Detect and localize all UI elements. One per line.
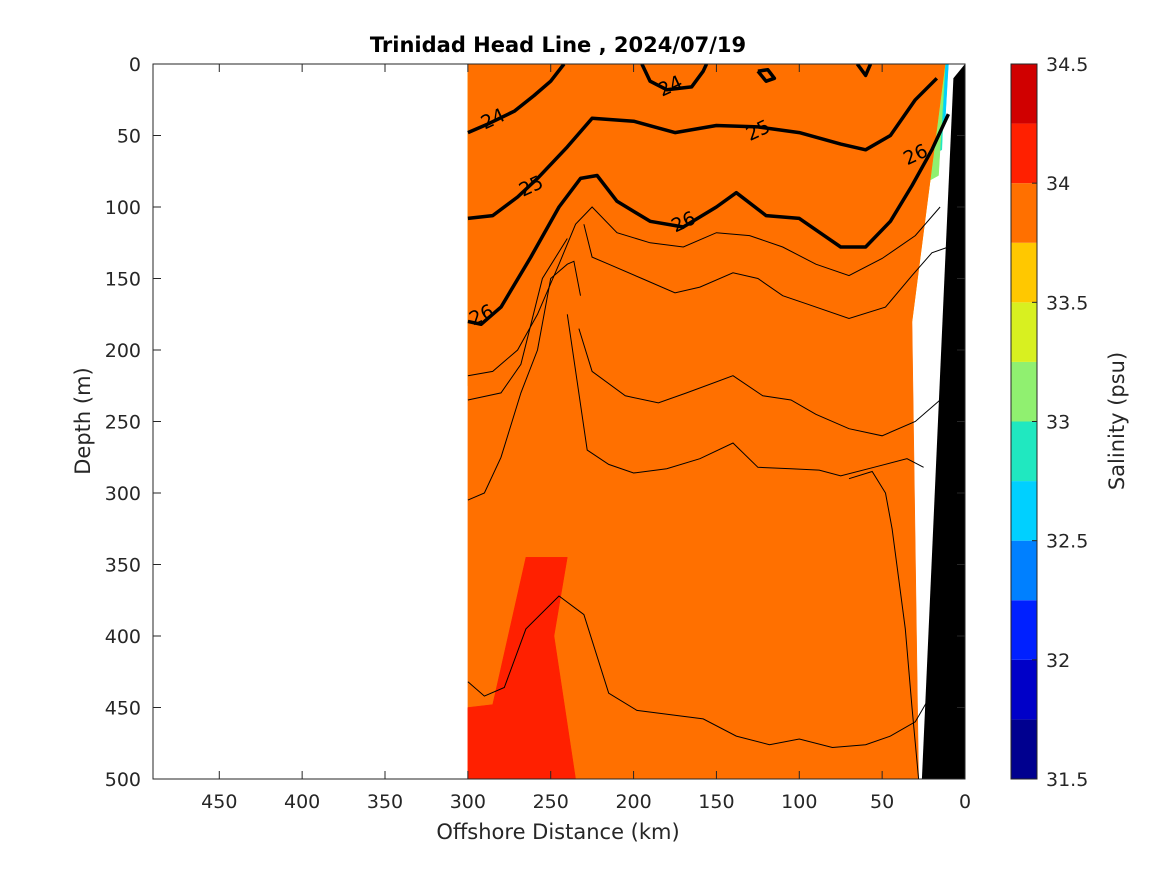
colorbar-tick-label-6: 31.5: [1046, 769, 1088, 791]
y-tick-label-1: 50: [117, 126, 141, 148]
colorbar: 34.5 34 33.5 33 32.5 32 31.5: [1010, 54, 1088, 791]
colorbar-level-10: [1011, 123, 1037, 184]
thin-contour-5: [566, 314, 924, 477]
colorbar-tick-label-2: 33.5: [1046, 292, 1088, 314]
x-tick-label-7: 100: [781, 791, 817, 813]
y-tick-label-7: 350: [105, 555, 141, 577]
colorbar-tick-label-0: 34.5: [1046, 54, 1088, 76]
density-contour-0: [467, 64, 566, 135]
colorbar-level-11: [1011, 64, 1037, 124]
salinity-band-9: [467, 64, 946, 779]
density-contours: [467, 64, 950, 327]
x-tick-label-5: 200: [615, 791, 651, 813]
salinity-fill: [467, 64, 949, 779]
x-tick-label-8: 50: [870, 791, 894, 813]
thin-contour-3: [467, 260, 581, 501]
colorbar-level-5: [1011, 421, 1037, 482]
colorbar-level-3: [1011, 540, 1037, 601]
thin-contour-2: [583, 224, 949, 320]
y-tick-label-4: 200: [105, 340, 141, 362]
thin-contours: [467, 206, 949, 779]
density-contour-6: [467, 113, 950, 327]
bathymetry-shape: [921, 64, 965, 779]
colorbar-label: Salinity (psu): [1105, 352, 1129, 490]
colorbar-tick-label-3: 33: [1046, 412, 1070, 434]
y-axis-label: Depth (m): [71, 367, 95, 474]
chart-title: Trinidad Head Line , 2024/07/19: [370, 33, 746, 57]
x-tick-label-2: 350: [367, 791, 403, 813]
salinity-band-10: [467, 557, 576, 779]
bathymetry: [921, 64, 965, 779]
colorbar-level-2: [1011, 600, 1037, 660]
y-axis: 0 50 100 150 200 250 300 350 400 450 500: [105, 54, 965, 791]
y-tick-label-3: 150: [105, 269, 141, 291]
y-tick-label-8: 400: [105, 626, 141, 648]
colorbar-tick-label-4: 32.5: [1046, 531, 1088, 553]
density-contour-3: [855, 64, 873, 78]
y-tick-label-2: 100: [105, 197, 141, 219]
thin-contour-1: [467, 238, 568, 401]
colorbar-level-8: [1011, 242, 1037, 303]
thin-contour-6: [467, 595, 933, 749]
thin-contour-0: [467, 206, 941, 377]
x-tick-label-6: 150: [698, 791, 734, 813]
thin-contour-4: [578, 328, 941, 437]
x-axis: 450 400 350 300 250 200 150 100 50 0: [201, 64, 971, 813]
x-tick-label-9: 0: [959, 791, 971, 813]
y-tick-label-6: 300: [105, 483, 141, 505]
colorbar-level-0: [1011, 719, 1037, 779]
x-axis-label: Offshore Distance (km): [436, 820, 679, 844]
thin-contour-7: [848, 470, 920, 779]
colorbar-level-7: [1011, 302, 1037, 362]
colorbar-level-6: [1011, 361, 1037, 422]
x-tick-label-3: 300: [450, 791, 486, 813]
colorbar-tick-label-1: 34: [1046, 173, 1070, 195]
y-tick-label-9: 450: [105, 698, 141, 720]
colorbar-level-9: [1011, 183, 1037, 243]
y-tick-label-10: 500: [105, 769, 141, 791]
density-contour-2: [756, 67, 777, 83]
colorbar-level-4: [1011, 481, 1037, 541]
x-tick-label-1: 400: [284, 791, 320, 813]
x-tick-label-4: 250: [533, 791, 569, 813]
density-contour-4: [467, 77, 939, 221]
density-contour-1: [640, 64, 709, 92]
y-tick-label-5: 250: [105, 412, 141, 434]
colorbar-level-1: [1011, 659, 1037, 720]
colorbar-tick-label-5: 32: [1046, 650, 1070, 672]
y-tick-label-0: 0: [129, 54, 141, 76]
x-tick-label-0: 450: [201, 791, 237, 813]
